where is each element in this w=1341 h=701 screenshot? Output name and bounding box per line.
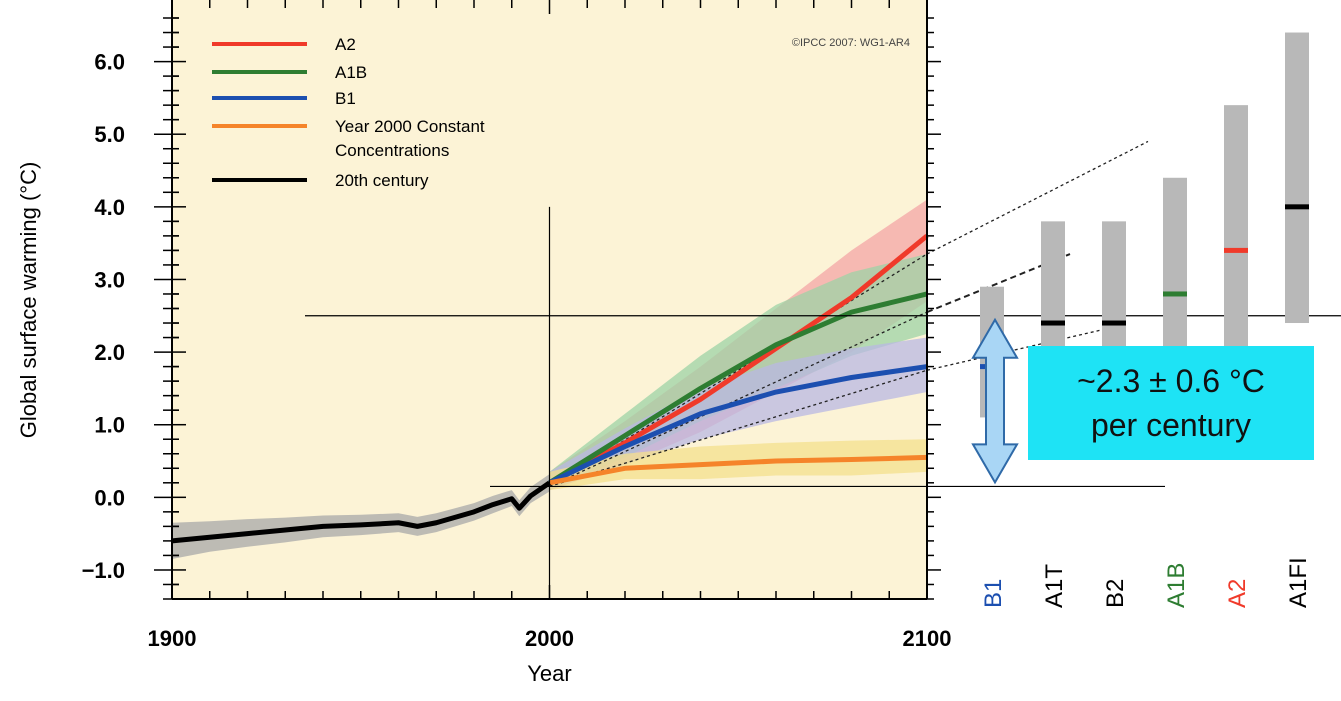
series-line-a2	[548, 233, 929, 486]
series-line-20th-century	[171, 480, 551, 544]
best-estimate-a1fi	[1285, 204, 1309, 210]
scenario-label-a1fi: A1FI	[1285, 557, 1312, 608]
legend-label-constant-line-1: Year 2000 Constant	[335, 117, 485, 136]
best-estimate-b2	[1102, 320, 1126, 326]
scenario-range-bars: B1 A1T B2 A1B A2 A1FI	[980, 32, 1312, 608]
y-tick-label: 0.0	[94, 485, 125, 510]
y-tick-label: 2.0	[94, 340, 125, 365]
warming-rate-annotation: ~2.3 ± 0.6 °C per century	[1028, 346, 1314, 460]
legend-label-20th-century: 20th century	[335, 171, 429, 190]
x-tick-label: 2000	[525, 626, 574, 651]
legend-label-a1b: A1B	[335, 63, 367, 82]
x-tick-label: 2100	[903, 626, 952, 651]
scenario-label-b1: B1	[980, 579, 1007, 608]
legend-label-a2: A2	[335, 35, 356, 54]
y-tick-label: 3.0	[94, 267, 125, 292]
x-axis-title: Year	[527, 661, 571, 686]
series-line-year-2000-constant-concentrations	[549, 454, 928, 486]
range-bar-a2	[1224, 105, 1248, 353]
y-tick-label: 6.0	[94, 50, 125, 75]
series-line-a1b	[548, 291, 928, 485]
scenario-label-a2: A2	[1224, 579, 1251, 608]
range-arrow	[971, 317, 1019, 485]
annotation-line-2: per century	[1090, 407, 1252, 443]
annotation-line-1: ~2.3 ± 0.6 °C	[1077, 363, 1265, 399]
trend-line-ext-2	[926, 253, 1071, 314]
scenario-label-a1t: A1T	[1041, 564, 1068, 608]
y-tick-label: 5.0	[94, 122, 125, 147]
range-bar-a1fi	[1285, 32, 1309, 324]
y-axis-title: Global surface warming (°C)	[16, 162, 41, 439]
best-estimate-a2	[1224, 247, 1248, 253]
x-tick-label: 1900	[148, 626, 197, 651]
range-bar-a1b	[1163, 177, 1187, 374]
y-tick-label: 1.0	[94, 413, 125, 438]
band-20th-century	[172, 474, 550, 560]
y-tick-label: −1.0	[82, 558, 125, 583]
series-lines	[171, 140, 1149, 544]
y-tick-label: 4.0	[94, 195, 125, 220]
double-headed-arrow	[971, 317, 1019, 485]
trend-line-ext-1	[926, 140, 1149, 255]
best-estimate-a1t	[1041, 320, 1065, 326]
axes: −1.0 0.0 1.0 2.0 3.0 4.0 5.0 6.0 1900 2000 2100 Yea…	[16, 0, 951, 686]
series-line-b1	[548, 364, 928, 486]
scenario-label-b2: B2	[1102, 579, 1129, 608]
best-estimate-a1b	[1163, 291, 1187, 297]
legend: A2 A1B B1 Year 2000 Constant Concentrations 2…	[212, 35, 485, 190]
scenario-label-a1b: A1B	[1163, 563, 1190, 608]
legend-label-constant-line-2: Concentrations	[335, 141, 449, 160]
credit-text: ©IPCC 2007: WG1-AR4	[792, 37, 910, 49]
legend-label-b1: B1	[335, 89, 356, 108]
